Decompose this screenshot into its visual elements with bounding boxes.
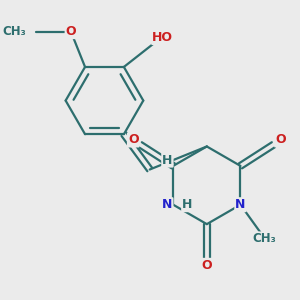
Text: O: O xyxy=(275,134,286,146)
Text: H: H xyxy=(162,154,172,166)
Text: CH₃: CH₃ xyxy=(2,25,26,38)
Text: HO: HO xyxy=(152,31,173,44)
Text: H: H xyxy=(182,198,193,211)
Text: O: O xyxy=(202,259,212,272)
Text: CH₃: CH₃ xyxy=(252,232,276,245)
Text: N: N xyxy=(162,198,172,211)
Text: O: O xyxy=(66,25,76,38)
Text: N: N xyxy=(235,198,246,211)
Text: O: O xyxy=(128,134,139,146)
